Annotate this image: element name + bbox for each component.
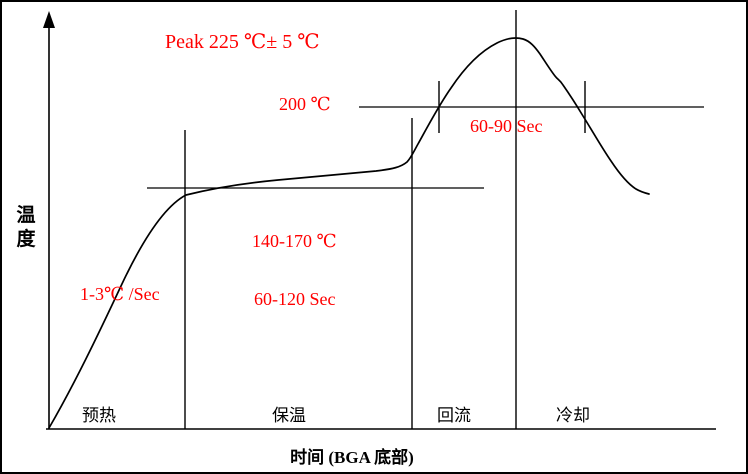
zone-label-preheat: 预热 (82, 406, 116, 425)
ramp-rate-annotation: 1-3℃ /Sec (80, 284, 160, 304)
zone-label-cooling: 冷却 (556, 406, 590, 425)
zone-label-soak: 保温 (272, 406, 306, 425)
zone-label-reflow: 回流 (437, 406, 471, 425)
x-axis-label: 时间 (BGA 底部) (290, 448, 414, 467)
soak-time-annotation: 60-120 Sec (254, 289, 336, 309)
temp-200-annotation: 200 ℃ (279, 94, 331, 114)
profile-curve (48, 37, 650, 429)
y-axis-arrow-icon (43, 11, 55, 28)
reflow-time-annotation: 60-90 Sec (470, 116, 543, 136)
y-axis-label: 温度 (16, 205, 36, 250)
soak-temp-annotation: 140-170 ℃ (252, 231, 337, 251)
peak-annotation: Peak 225 ℃± 5 ℃ (165, 31, 320, 53)
